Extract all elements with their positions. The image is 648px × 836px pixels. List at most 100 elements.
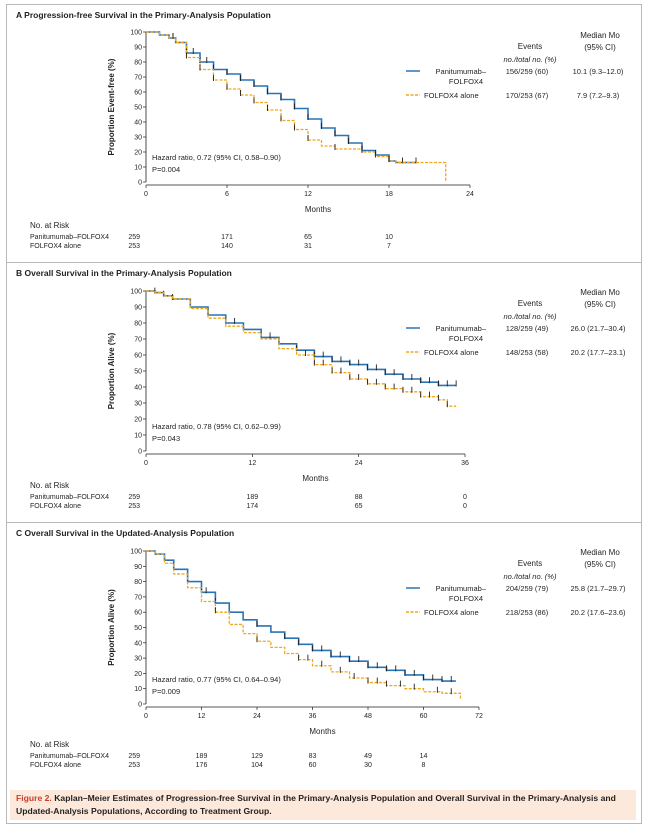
y-tick-label: 40: [134, 385, 142, 392]
legend-median-subheader: (95% CI): [584, 43, 616, 52]
y-tick-label: 0: [138, 702, 142, 709]
x-tick-label: 24: [355, 460, 363, 467]
hazard-ratio-text: Hazard ratio, 0.72 (95% CI, 0.58–0.90): [152, 153, 281, 162]
y-tick-label: 90: [134, 564, 142, 571]
legend-series-name: FOLFOX4 alone: [424, 91, 479, 100]
legend-series-name: FOLFOX4: [449, 77, 483, 86]
p-value-text: P=0.009: [152, 687, 180, 696]
y-axis-label: Proportion Alive (%): [107, 589, 116, 666]
y-tick-label: 50: [134, 105, 142, 112]
at-risk-count: 60: [309, 762, 317, 769]
y-tick-label: 40: [134, 120, 142, 127]
caption-text: Kaplan–Meier Estimates of Progression-fr…: [16, 793, 616, 816]
figure-caption: Figure 2. Kaplan–Meier Estimates of Prog…: [10, 790, 636, 820]
at-risk-count: 259: [128, 494, 140, 501]
legend-events-value: 204/259 (79): [506, 584, 549, 593]
y-tick-label: 100: [130, 30, 142, 37]
at-risk-count: 253: [128, 243, 140, 250]
y-tick-label: 20: [134, 417, 142, 424]
x-tick-label: 12: [304, 191, 312, 198]
x-tick-label: 24: [253, 713, 261, 720]
at-risk-count: 49: [364, 753, 372, 760]
at-risk-count: 14: [420, 753, 428, 760]
y-tick-label: 70: [134, 594, 142, 601]
y-tick-label: 30: [134, 135, 142, 142]
legend-events-value: 170/253 (67): [506, 91, 549, 100]
x-axis-label: Months: [309, 727, 335, 736]
at-risk-row-name: Panitumumab–FOLFOX4: [30, 494, 109, 501]
panel-b-title: B Overall Survival in the Primary-Analys…: [16, 268, 232, 278]
p-value-text: P=0.004: [152, 165, 180, 174]
legend-median-subheader: (95% CI): [584, 560, 616, 569]
y-tick-label: 30: [134, 656, 142, 663]
at-risk-count: 104: [251, 762, 263, 769]
x-tick-label: 72: [475, 713, 483, 720]
legend-median-value: 20.2 (17.7–23.1): [570, 348, 626, 357]
y-tick-label: 10: [134, 165, 142, 172]
x-axis-label: Months: [305, 205, 331, 214]
y-tick-label: 60: [134, 353, 142, 360]
legend-median-value: 10.1 (9.3–12.0): [573, 67, 624, 76]
at-risk-count: 129: [251, 753, 263, 760]
at-risk-label: No. at Risk: [30, 221, 70, 230]
at-risk-count: 140: [221, 243, 233, 250]
panitumumab-survival-line: [146, 290, 457, 387]
at-risk-count: 8: [422, 762, 426, 769]
legend-series-name: FOLFOX4 alone: [424, 608, 479, 617]
legend-series-name: FOLFOX4: [449, 334, 483, 343]
y-tick-label: 10: [134, 433, 142, 440]
legend-events-subheader: no./total no. (%): [504, 572, 557, 581]
y-axis-label: Proportion Alive (%): [107, 332, 116, 409]
panitumumab-survival-line: [146, 31, 416, 164]
legend-events-value: 128/259 (49): [506, 324, 549, 333]
legend-events-value: 218/253 (86): [506, 608, 549, 617]
folfox4-survival-line: [146, 290, 457, 407]
y-tick-label: 100: [130, 549, 142, 556]
at-risk-count: 0: [463, 494, 467, 501]
x-tick-label: 0: [144, 460, 148, 467]
at-risk-count: 259: [128, 234, 140, 241]
at-risk-row-name: FOLFOX4 alone: [30, 762, 81, 769]
at-risk-count: 65: [355, 503, 363, 510]
legend-events-header: Events: [518, 42, 542, 51]
at-risk-count: 30: [364, 762, 372, 769]
y-tick-label: 90: [134, 305, 142, 312]
panel-c-title: C Overall Survival in the Updated-Analys…: [16, 528, 235, 538]
y-tick-label: 70: [134, 75, 142, 82]
y-tick-label: 20: [134, 150, 142, 157]
at-risk-count: 259: [128, 753, 140, 760]
legend-median-value: 25.8 (21.7–29.7): [570, 584, 626, 593]
chart-a: 0 10 20 30 40 50 60 70 80 90 100 0 6 12 18 24 Months Prop…: [30, 30, 624, 251]
y-tick-label: 70: [134, 337, 142, 344]
y-tick-label: 60: [134, 90, 142, 97]
x-tick-label: 0: [144, 191, 148, 198]
at-risk-count: 0: [463, 503, 467, 510]
at-risk-count: 174: [246, 503, 258, 510]
legend-events-value: 148/253 (58): [506, 348, 549, 357]
at-risk-count: 253: [128, 762, 140, 769]
legend-median-header: Median Mo: [580, 288, 620, 297]
y-tick-label: 0: [138, 180, 142, 187]
legend-series-name: Panitumumab–: [436, 324, 487, 333]
legend-median-value: 26.0 (21.7–30.4): [570, 324, 626, 333]
at-risk-count: 253: [128, 503, 140, 510]
x-tick-label: 36: [309, 713, 317, 720]
folfox4-survival-line: [146, 31, 447, 182]
at-risk-count: 176: [196, 762, 208, 769]
at-risk-label: No. at Risk: [30, 740, 70, 749]
at-risk-count: 171: [221, 234, 233, 241]
y-tick-label: 30: [134, 401, 142, 408]
legend-median-value: 20.2 (17.6–23.6): [570, 608, 626, 617]
legend-events-header: Events: [518, 299, 542, 308]
at-risk-count: 7: [387, 243, 391, 250]
y-tick-label: 50: [134, 625, 142, 632]
y-tick-label: 60: [134, 610, 142, 617]
at-risk-label: No. at Risk: [30, 481, 70, 490]
legend-series-name: FOLFOX4: [449, 594, 483, 603]
at-risk-count: 31: [304, 243, 312, 250]
at-risk-row-name: FOLFOX4 alone: [30, 503, 81, 510]
legend-median-header: Median Mo: [580, 31, 620, 40]
legend-median-value: 7.9 (7.2–9.3): [577, 91, 620, 100]
y-axis-label: Proportion Event-free (%): [107, 58, 116, 155]
x-axis-label: Months: [302, 474, 328, 483]
